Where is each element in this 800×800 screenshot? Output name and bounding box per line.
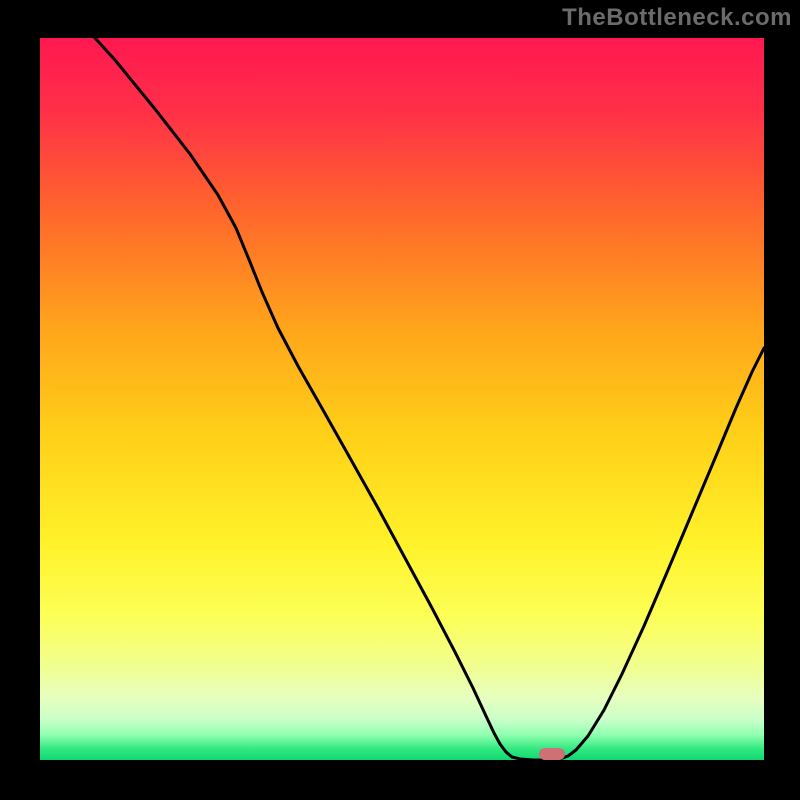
optimal-point-marker	[539, 748, 565, 760]
chart-svg	[40, 38, 764, 760]
chart-background	[40, 38, 764, 760]
chart-plot-area	[40, 38, 764, 760]
watermark-text: TheBottleneck.com	[562, 4, 792, 32]
